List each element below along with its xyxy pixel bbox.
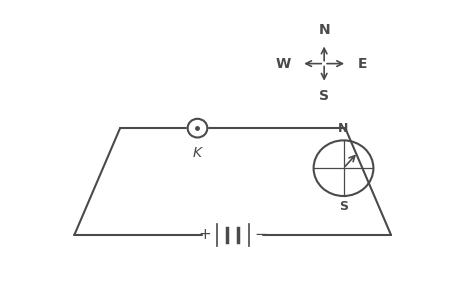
Text: +: + xyxy=(198,227,211,242)
Text: −: − xyxy=(254,227,267,242)
Text: N: N xyxy=(318,23,330,37)
Text: S: S xyxy=(319,89,329,103)
Text: E: E xyxy=(358,57,367,71)
Text: N: N xyxy=(338,122,349,135)
Text: K: K xyxy=(193,147,202,160)
Text: W: W xyxy=(276,57,291,71)
Text: S: S xyxy=(339,200,348,213)
